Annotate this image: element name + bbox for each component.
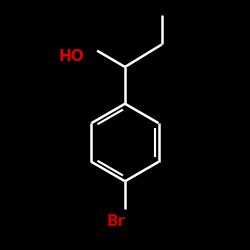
Text: HO: HO bbox=[58, 49, 84, 64]
Text: Br: Br bbox=[107, 214, 126, 229]
